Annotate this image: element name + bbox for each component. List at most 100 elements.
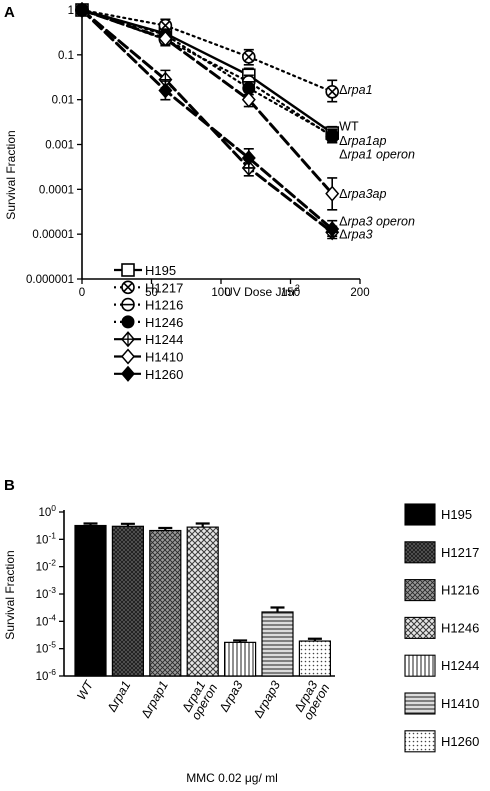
panel-b-bar-H1216 [149,529,182,677]
panel-a-axes: 1 0.1 0.01 0.001 0.0001 0.00001 0.000001 0 50 100… [26,5,370,299]
panel-a-annotation: Δrpa1ap [339,134,386,148]
panel-b-y-tick-label: 10-2 [36,558,57,574]
panel-a-legend-marker-H1410 [121,348,135,365]
panel-a-x-tick-label: 0 [79,287,85,299]
panel-b-legend-label: H1244 [441,658,479,673]
panel-a-point-H1410 [241,91,256,108]
panel-a-point-H1410 [158,30,173,47]
panel-b-label: B [4,477,15,494]
panel-b-legend: H195 H1217 H1216 H1246 H1244 H1410 H1260 [404,503,479,753]
panel-a-point-H1217 [325,84,340,99]
panel-b-y-tick-label: 10-3 [36,585,57,601]
panel-b-legend-label: H195 [441,507,472,522]
panel-a-series-line-H1244 [80,8,334,234]
panel-a-y-tick-label: 0.001 [45,140,74,152]
panel-a-x-tick-label: 200 [350,287,369,299]
panel-a-series-line-H1217 [80,8,334,93]
panel-b-error-bar [233,639,248,643]
panel-b-legend-swatch-H1410 [404,692,436,715]
panel-b-bar-H1260 [298,640,331,677]
panel-a-x-tick-label: 100 [211,287,230,299]
panel-a-legend-label: H1216 [145,298,183,313]
panel-a-point-H1260 [75,1,89,19]
panel-a-y-tick-label: 1 [68,5,74,17]
panel-a-legend-marker-H1260 [121,365,135,382]
panel-b-bars [74,522,331,677]
panel-a-y-tick-label: 0.00001 [32,229,74,241]
panel-b-y-tick-label: 10-5 [36,640,57,656]
panel-b-y-tick-label: 10-4 [36,612,57,628]
panel-b-bar-H1217 [111,525,145,677]
panel-b-y-tick-label: 10-1 [36,530,57,546]
panel-b-category-label: Δrpap3 [251,678,283,720]
panel-a-annotation: Δrpa1 [339,83,372,97]
panel-b-error-bar [270,606,285,612]
panel-a-label: A [4,4,15,21]
panel-a-legend-marker-H1246 [121,315,135,329]
panel-a-annotation: Δrpa1 operon [339,147,415,161]
panel-b-bar-H1246 [186,526,219,677]
panel-b-legend-label: H1260 [441,734,479,749]
panel-a-y-tick-label: 0.1 [58,50,74,62]
panel-b-error-bar [195,522,210,528]
panel-a-legend-marker-H1217 [121,280,135,295]
panel-a-point-H1260 [158,82,173,99]
panel-a-series-lines [80,8,334,234]
panel-a-legend-marker-H1216 [121,297,135,312]
panel-a-legend-label: H195 [145,263,176,278]
panel-a-legend-label: H1244 [145,332,183,347]
panel-b-bar-H195 [74,524,107,677]
panel-a-series-line-H1410 [80,8,334,196]
panel-b-category-label: Δrpa1 [105,679,134,715]
panel-a-point-H1260 [241,149,256,167]
panel-a-point-H1260 [325,221,340,238]
panel-a-legend-marker-H195 [121,263,135,277]
panel-b-error-bar [120,522,135,527]
panel-a-legend-label: H1410 [145,350,183,365]
panel-a-annotation: Δrpa3ap [339,187,386,201]
panel-a-annotation: Δrpa3 [339,228,372,242]
panel-b-category-label: WT [74,677,97,702]
panel-b-legend-label: H1216 [441,583,479,598]
panel-a-y-tick-label: 0.000001 [26,274,74,286]
panel-b-category-label: Δrpa3 [217,678,246,714]
panel-a-legend: H195 H1217 H1216 H1246 H1244 H1410 H1260 [114,263,183,382]
panel-a-legend-label: H1260 [145,367,183,382]
panel-a-series-line-H1216 [80,8,334,138]
panel-a-x-tick-label: 50 [145,287,158,299]
panel-a-y-axis-label: Survival Fraction [4,130,18,219]
panel-b-y-axis-label: Survival Fraction [3,550,17,639]
panel-b-y-tick-label: 100 [38,503,56,519]
panel-a-y-tick-label: 0.0001 [39,184,74,196]
panel-a-y-tick-label: 0.01 [52,95,74,107]
panel-b-x-axis-label: MMC 0.02 μg/ ml [186,771,278,785]
panel-b-bar-H1410 [261,611,294,677]
panel-b-legend-label: H1246 [441,620,479,635]
panel-b-y-tick-label: 10-6 [36,667,57,683]
panel-a-x-tick-label: 150 [281,287,300,299]
panel-a-legend-marker-H1244 [121,331,135,348]
panel-a-series-line-H1260 [80,8,334,231]
panel-b-legend-label: H1410 [441,696,479,711]
panel-b-legend-swatch-H1246 [404,616,436,639]
panel-b-legend-swatch-H1260 [404,730,436,753]
panel-b-bar-H1244 [224,641,257,677]
panel-a-markers [75,1,340,241]
panel-b-category-label: Δrpap1 [139,679,171,721]
panel-a-series-line-H1246 [80,8,334,137]
panel-a-annotation: Δrpa3 operon [339,215,415,229]
panel-b-legend-swatch-H195 [404,503,436,526]
panel-a-point-H1410 [325,185,340,202]
panel-b-error-bar [158,526,173,531]
panel-a-legend-label: H1217 [145,280,183,295]
panel-a-x-axis-label: UV Dose J/m2 [224,283,300,299]
panel-a-annotation: WT [339,120,359,134]
panel-b-legend-swatch-H1217 [404,541,436,564]
panel-b-legend-label: H1217 [441,545,479,560]
panel-a-legend-label: H1246 [145,315,183,330]
panel-a-series-line-H195 [80,8,334,135]
